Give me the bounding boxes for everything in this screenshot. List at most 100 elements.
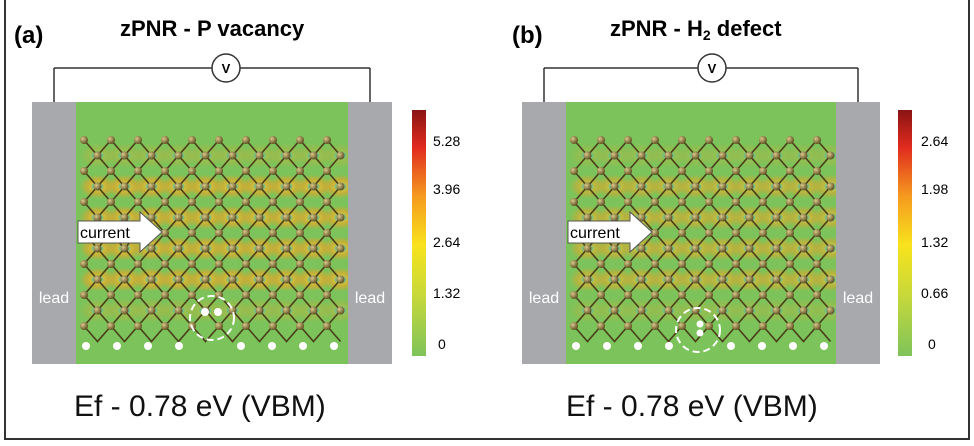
phosphorus-atom	[255, 182, 264, 191]
phosphorus-atom	[691, 151, 700, 160]
phosphorus-atom	[718, 275, 727, 284]
phosphorus-atom	[624, 136, 632, 144]
phosphorus-atom	[134, 260, 142, 268]
phosphorus-atom	[201, 244, 210, 253]
phosphorus-atom	[570, 322, 578, 330]
lead-left-a	[32, 102, 76, 364]
phosphorus-atom	[759, 229, 767, 237]
phosphorus-atom	[705, 136, 713, 144]
phosphorus-atom	[309, 213, 318, 222]
lead-right-a	[348, 102, 392, 364]
panel-title-a: zPNR - P vacancy	[120, 16, 305, 41]
phosphorus-atom	[678, 136, 686, 144]
phosphorus-atom	[282, 151, 291, 160]
phosphorus-atom	[624, 260, 632, 268]
colorbar-tick-a: 5.28	[433, 133, 461, 149]
phosphorene-lattice-b	[570, 136, 835, 350]
phosphorus-atom	[228, 213, 237, 222]
phosphorus-atom	[201, 151, 210, 160]
phosphorus-atom	[826, 213, 835, 222]
voltmeter-icon	[697, 53, 727, 83]
phosphorus-atom	[242, 136, 250, 144]
phosphorus-atom	[215, 136, 223, 144]
phosphorus-atom	[147, 275, 156, 284]
phosphorus-atom	[323, 229, 331, 237]
phosphorus-atom	[336, 244, 345, 253]
phosphorus-atom	[80, 322, 88, 330]
phosphorus-atom	[583, 151, 592, 160]
phosphorus-atom	[134, 291, 142, 299]
phosphorus-atom	[201, 213, 210, 222]
phosphorus-atom	[80, 167, 88, 175]
phosphorus-atom	[664, 182, 673, 191]
phosphorus-atom	[759, 167, 767, 175]
hydrogen-atom	[201, 308, 209, 316]
phosphorus-atom	[718, 244, 727, 253]
phosphorus-atom	[161, 260, 169, 268]
phosphorus-atom	[228, 151, 237, 160]
phosphorus-atom	[745, 306, 754, 315]
hydrogen-atom	[299, 342, 307, 350]
phosphorus-atom	[637, 182, 646, 191]
phosphorus-atom	[772, 244, 781, 253]
phosphorus-atom	[759, 291, 767, 299]
phosphorus-atom	[336, 275, 345, 284]
phosphorus-atom	[772, 182, 781, 191]
colorbar-tick-a: 3.96	[433, 181, 461, 197]
phosphorus-atom	[80, 260, 88, 268]
phosphorus-atom	[107, 136, 115, 144]
hydrogen-atom	[727, 342, 735, 350]
phosphorus-atom	[228, 275, 237, 284]
phosphorus-atom	[134, 136, 142, 144]
phosphorus-atom	[336, 213, 345, 222]
phosphorus-atom	[570, 167, 578, 175]
phosphorus-atom	[583, 182, 592, 191]
current-label-b: current	[570, 225, 620, 242]
colorbar-tick-a: 1.32	[433, 285, 461, 301]
phosphorus-atom	[664, 151, 673, 160]
phosphorus-atom	[772, 151, 781, 160]
phosphorus-atom	[107, 291, 115, 299]
hydrogen-atom	[82, 342, 90, 350]
phosphorus-atom	[813, 136, 821, 144]
phosphorus-atom	[174, 213, 183, 222]
phosphorus-atom	[161, 136, 169, 144]
hydrogen-atom	[820, 342, 828, 350]
phosphorus-atom	[597, 291, 605, 299]
phosphorus-atom	[282, 244, 291, 253]
phosphorus-atom	[637, 306, 646, 315]
phosphorus-atom	[188, 136, 196, 144]
phosphorus-atom	[296, 136, 304, 144]
phosphorus-atom	[282, 182, 291, 191]
phosphorus-atom	[215, 198, 223, 206]
phosphorus-atom	[282, 306, 291, 315]
phosphorus-atom	[134, 167, 142, 175]
phosphorus-atom	[799, 182, 808, 191]
phosphorus-atom	[813, 198, 821, 206]
phosphorus-atom	[651, 260, 659, 268]
phosphorus-atom	[664, 275, 673, 284]
phosphorus-atom	[93, 151, 102, 160]
phosphorus-atom	[583, 275, 592, 284]
phosphorus-atom	[242, 198, 250, 206]
phosphorus-atom	[786, 167, 794, 175]
hydrogen-atom	[758, 342, 766, 350]
lead-right-b	[836, 102, 880, 364]
phosphorus-atom	[147, 213, 156, 222]
voltmeter-label: V	[708, 61, 717, 76]
phosphorus-atom	[134, 198, 142, 206]
phosphorus-atom	[107, 260, 115, 268]
phosphorus-atom	[296, 322, 304, 330]
phosphorus-atom	[583, 213, 592, 222]
phosphorus-atom	[651, 198, 659, 206]
phosphorus-atom	[826, 151, 835, 160]
phosphorus-atom	[732, 198, 740, 206]
hydrogen-atom	[214, 308, 222, 316]
phosphorus-atom	[651, 291, 659, 299]
phosphorus-atom	[772, 306, 781, 315]
phosphorus-atom	[309, 275, 318, 284]
phosphorus-atom	[610, 306, 619, 315]
phosphorus-atom	[201, 275, 210, 284]
phosphorus-atom	[147, 244, 156, 253]
phosphorus-atom	[269, 229, 277, 237]
